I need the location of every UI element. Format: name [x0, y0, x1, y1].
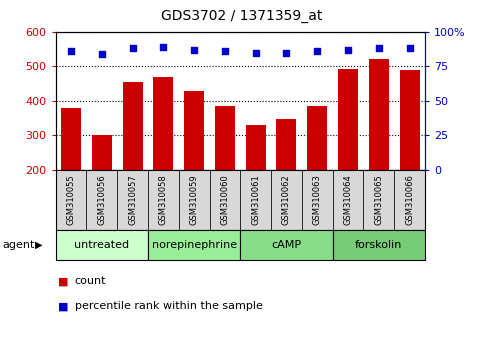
Point: [252, 50, 259, 56]
Bar: [364, 170, 394, 230]
Bar: [271, 170, 302, 230]
Point: [375, 46, 383, 51]
Text: percentile rank within the sample: percentile rank within the sample: [75, 301, 263, 311]
Text: GSM310055: GSM310055: [67, 175, 75, 225]
Text: ■: ■: [58, 276, 69, 286]
Point: [406, 46, 413, 51]
Point: [313, 48, 321, 54]
Text: GSM310066: GSM310066: [405, 175, 414, 225]
Bar: [369, 59, 389, 170]
Bar: [307, 106, 327, 170]
Text: cAMP: cAMP: [271, 240, 301, 250]
Point: [190, 47, 198, 53]
Bar: [117, 170, 148, 230]
Bar: [56, 230, 148, 260]
Bar: [246, 125, 266, 170]
Bar: [333, 230, 425, 260]
Bar: [240, 230, 333, 260]
Point: [128, 46, 136, 51]
Text: GSM310056: GSM310056: [97, 175, 106, 225]
Bar: [61, 108, 81, 170]
Bar: [302, 170, 333, 230]
Point: [344, 47, 352, 53]
Bar: [394, 170, 425, 230]
Bar: [338, 69, 358, 170]
Text: GSM310058: GSM310058: [159, 175, 168, 225]
Bar: [399, 70, 420, 170]
Bar: [179, 170, 210, 230]
Bar: [210, 170, 240, 230]
Bar: [92, 135, 112, 170]
Text: GDS3702 / 1371359_at: GDS3702 / 1371359_at: [161, 9, 322, 23]
Text: ▶: ▶: [35, 240, 43, 250]
Text: GSM310065: GSM310065: [374, 175, 384, 225]
Text: GSM310062: GSM310062: [282, 175, 291, 225]
Text: GSM310059: GSM310059: [190, 175, 199, 225]
Text: ■: ■: [58, 301, 69, 311]
Bar: [333, 170, 364, 230]
Bar: [148, 230, 241, 260]
Point: [67, 48, 75, 54]
Text: GSM310064: GSM310064: [343, 175, 353, 225]
Text: GSM310061: GSM310061: [251, 175, 260, 225]
Bar: [153, 77, 173, 170]
Point: [221, 48, 229, 54]
Text: GSM310060: GSM310060: [220, 175, 229, 225]
Bar: [148, 170, 179, 230]
Point: [98, 51, 106, 57]
Text: norepinephrine: norepinephrine: [152, 240, 237, 250]
Text: forskolin: forskolin: [355, 240, 402, 250]
Text: count: count: [75, 276, 106, 286]
Bar: [184, 91, 204, 170]
Text: GSM310063: GSM310063: [313, 175, 322, 225]
Bar: [123, 82, 142, 170]
Point: [283, 50, 290, 56]
Text: agent: agent: [2, 240, 35, 250]
Bar: [56, 170, 86, 230]
Bar: [276, 119, 297, 170]
Text: GSM310057: GSM310057: [128, 175, 137, 225]
Text: untreated: untreated: [74, 240, 129, 250]
Point: [159, 44, 167, 50]
Bar: [215, 106, 235, 170]
Bar: [86, 170, 117, 230]
Bar: [240, 170, 271, 230]
